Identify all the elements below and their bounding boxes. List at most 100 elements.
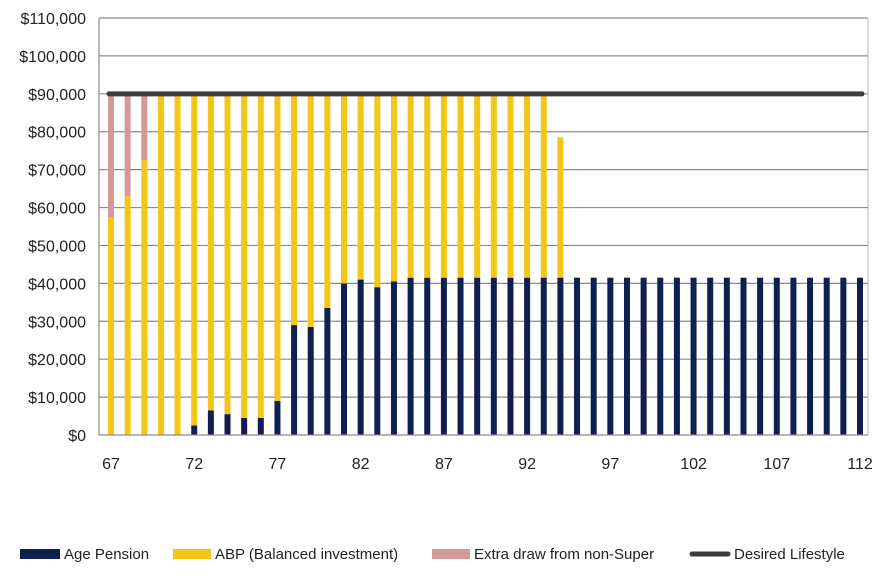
y-tick-label: $70,000	[28, 163, 86, 180]
bar-abp-balanced-investment	[207, 93, 214, 411]
bar-age-pension	[390, 281, 397, 435]
bar-abp-balanced-investment	[257, 93, 264, 418]
bar-abp-balanced-investment	[108, 217, 114, 435]
bar-abp-balanced-investment	[540, 93, 547, 278]
bar-age-pension	[790, 277, 797, 435]
bar-age-pension	[307, 326, 314, 435]
bar-abp-balanced-investment	[490, 93, 497, 278]
bar-age-pension	[557, 277, 564, 435]
bar-age-pension	[857, 277, 863, 435]
bar-age-pension	[440, 277, 447, 435]
bar-age-pension	[191, 425, 198, 435]
bar-age-pension	[823, 277, 830, 435]
bar-age-pension	[457, 277, 464, 435]
y-tick-label: $40,000	[28, 276, 86, 293]
bar-age-pension	[707, 277, 714, 435]
legend-label-desired-lifestyle: Desired Lifestyle	[734, 546, 845, 563]
bar-age-pension	[524, 277, 531, 435]
legend-label-age-pension: Age Pension	[64, 546, 149, 563]
bar-abp-balanced-investment	[457, 93, 464, 278]
x-tick-label: 92	[518, 456, 536, 473]
bar-age-pension	[324, 308, 331, 435]
bar-age-pension	[490, 277, 497, 435]
bar-abp-balanced-investment	[440, 93, 447, 278]
bar-age-pension	[257, 417, 264, 435]
y-tick-label: $0	[68, 428, 86, 445]
y-tick-label: $50,000	[28, 238, 86, 255]
legend-swatch-age-pension	[20, 549, 60, 559]
bar-abp-balanced-investment	[407, 93, 414, 278]
bar-age-pension	[807, 277, 814, 435]
legend-swatch-extra-draw-from-non-super	[432, 549, 470, 559]
bar-abp-balanced-investment	[141, 160, 148, 435]
bar-age-pension	[574, 277, 581, 435]
legend-label-abp-balanced-investment: ABP (Balanced investment)	[215, 546, 398, 563]
x-tick-label: 97	[601, 456, 619, 473]
legend: Age Pension ABP (Balanced investment) Extr…	[20, 546, 845, 563]
bar-abp-balanced-investment	[241, 93, 248, 418]
bar-abp-balanced-investment	[374, 93, 381, 288]
bar-age-pension	[407, 277, 414, 435]
bar-abp-balanced-investment	[474, 93, 481, 278]
bar-extra-draw-from-non-super	[141, 93, 148, 161]
bar-abp-balanced-investment	[341, 93, 348, 284]
bar-abp-balanced-investment	[124, 196, 131, 435]
axes	[98, 18, 869, 436]
bar-abp-balanced-investment	[157, 93, 164, 436]
x-tick-label: 102	[680, 456, 707, 473]
bar-age-pension	[673, 277, 680, 435]
bar-abp-balanced-investment	[357, 93, 364, 280]
y-tick-label: $80,000	[28, 125, 86, 142]
x-tick-label: 112	[847, 456, 873, 473]
x-axis-tick-labels: 67 72 77 82 87 92 97 102 107 112	[102, 456, 873, 473]
grid-lines	[99, 17, 868, 398]
bar-abp-balanced-investment	[524, 93, 531, 278]
x-tick-label: 72	[185, 456, 203, 473]
bar-age-pension	[723, 277, 730, 435]
legend-swatch-abp-balanced-investment	[173, 549, 211, 559]
bar-abp-balanced-investment	[390, 93, 397, 282]
y-tick-label: $30,000	[28, 314, 86, 331]
bar-abp-balanced-investment	[324, 93, 331, 309]
bar-age-pension	[224, 414, 231, 435]
bar-age-pension	[657, 277, 664, 435]
bar-age-pension	[740, 277, 747, 435]
bars	[108, 93, 863, 436]
bar-age-pension	[540, 277, 547, 435]
bar-age-pension	[291, 325, 298, 435]
bar-age-pension	[640, 277, 647, 435]
bar-abp-balanced-investment	[291, 93, 298, 326]
bar-age-pension	[607, 277, 614, 435]
bar-age-pension	[507, 277, 514, 435]
x-tick-label: 67	[102, 456, 120, 473]
bar-age-pension	[690, 277, 697, 435]
x-tick-label: 77	[269, 456, 287, 473]
bar-age-pension	[474, 277, 481, 435]
y-tick-label: $100,000	[19, 49, 86, 66]
x-tick-label: 87	[435, 456, 453, 473]
bar-abp-balanced-investment	[557, 137, 564, 278]
bar-age-pension	[590, 277, 597, 435]
bar-age-pension	[374, 287, 381, 435]
y-tick-label: $110,000	[20, 11, 86, 28]
bar-abp-balanced-investment	[307, 93, 314, 327]
bar-extra-draw-from-non-super	[108, 93, 114, 218]
legend-label-extra-draw-from-non-super: Extra draw from non-Super	[474, 546, 654, 563]
x-tick-label: 107	[763, 456, 790, 473]
bar-extra-draw-from-non-super	[124, 93, 131, 197]
bar-age-pension	[757, 277, 764, 435]
bar-abp-balanced-investment	[507, 93, 514, 278]
y-tick-label: $10,000	[28, 390, 86, 407]
bar-age-pension	[623, 277, 630, 435]
bar-age-pension	[773, 277, 780, 435]
bar-age-pension	[424, 277, 431, 435]
y-axis-tick-labels: $0 $10,000 $20,000 $30,000 $40,000 $50,000 $60…	[19, 11, 86, 445]
bar-age-pension	[274, 400, 281, 435]
bar-abp-balanced-investment	[274, 93, 281, 401]
bar-abp-balanced-investment	[224, 93, 231, 415]
bar-abp-balanced-investment	[174, 93, 181, 436]
bar-age-pension	[341, 283, 348, 435]
bar-abp-balanced-investment	[424, 93, 431, 278]
y-tick-label: $90,000	[28, 87, 86, 104]
